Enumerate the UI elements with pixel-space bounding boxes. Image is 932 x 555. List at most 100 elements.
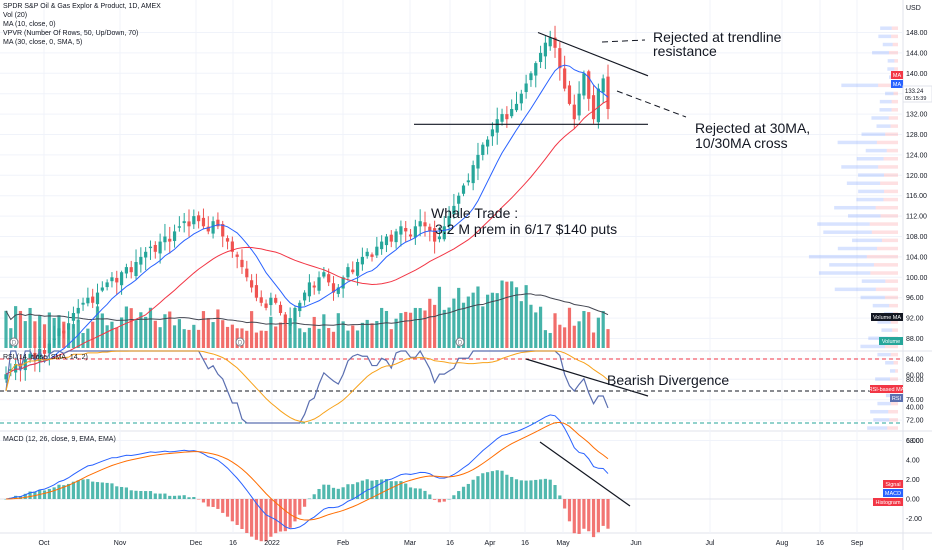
price-tick: 84.00 [906, 356, 924, 363]
candle-body [587, 71, 590, 99]
volume-bar [592, 333, 595, 348]
vpvr-bar-up [841, 165, 878, 169]
candle-body [53, 339, 56, 340]
histogram-badge: Histogram [875, 500, 900, 506]
macd-histogram-bar [279, 499, 282, 532]
volume-bar [342, 321, 345, 348]
macd-histogram-bar [96, 482, 99, 499]
macd-histogram-bar [462, 487, 465, 499]
macd-histogram-bar [226, 499, 229, 517]
vpvr-bar-down [876, 288, 898, 292]
price-tick: 100.00 [906, 275, 928, 282]
macd-histogram-bar [525, 481, 528, 499]
candle-body [549, 38, 552, 47]
macd-histogram-bar [183, 495, 186, 499]
volume-bar [356, 330, 359, 348]
volume-bar [197, 330, 200, 348]
macd-histogram-bar [539, 479, 542, 499]
vpvr-bar-up [880, 26, 892, 30]
volume-bar [467, 297, 470, 348]
macd-histogram-bar [414, 488, 417, 499]
candle-body [510, 109, 513, 116]
macd-histogram-bar [163, 494, 166, 499]
vpvr-bar-up [870, 410, 888, 414]
macd-histogram-bar [443, 499, 446, 502]
macd-histogram-bar [553, 485, 556, 499]
macd-histogram-bar [106, 483, 109, 499]
volume-bar [370, 323, 373, 348]
volume-bar [505, 282, 508, 348]
indicator-ma10: MA (10, close, 0) [3, 20, 161, 29]
candle-body [110, 277, 113, 281]
time-tick: Aug [776, 540, 789, 547]
volume-bar [298, 328, 301, 348]
candle-body [419, 221, 422, 226]
candle-body [149, 247, 152, 248]
volume-bar [178, 319, 181, 348]
macd-histogram-bar [250, 499, 253, 537]
macd-histogram-bar [447, 499, 450, 500]
vpvr-bar-down [888, 410, 898, 414]
candle-body [120, 272, 123, 285]
whale-note: 3.2 M prem in 6/17 $140 puts [435, 221, 617, 237]
vpvr-bar-down [877, 141, 898, 145]
volume-bar [327, 328, 330, 348]
volume-bar [549, 333, 552, 348]
candle-body [293, 308, 296, 321]
candle-body [414, 226, 417, 237]
vpvr-bar-up [860, 345, 884, 349]
macd-histogram-bar [370, 481, 373, 499]
vpvr-bar-up [877, 402, 890, 406]
vpvr-bar-up [877, 124, 891, 128]
trendline-note: resistance [653, 43, 717, 59]
macd-histogram-bar [192, 497, 195, 499]
volume-bar [520, 301, 523, 348]
macd-histogram-bar [385, 479, 388, 499]
macd-histogram-bar [520, 480, 523, 499]
volume-bar [221, 320, 224, 348]
macd-histogram-bar [168, 496, 171, 499]
volume-bar [226, 327, 229, 348]
vpvr-bar-up [887, 67, 894, 71]
macd-histogram-bar [457, 491, 460, 499]
macd-histogram-bar [101, 482, 104, 499]
price-tick: 124.00 [906, 152, 928, 159]
candle-body [606, 77, 609, 109]
macd-histogram-bar [390, 481, 393, 499]
volume-bar [399, 313, 402, 348]
candle-body [399, 226, 402, 234]
vpvr-bar-up [858, 173, 884, 177]
volume-bar [192, 325, 195, 348]
vpvr-bar-down [892, 328, 898, 332]
volume-bar [476, 286, 479, 348]
volume-bar [390, 329, 393, 348]
candle-body [582, 73, 585, 95]
candle-body [274, 298, 277, 303]
time-tick: Jul [706, 540, 715, 547]
volume-bar [4, 311, 7, 348]
vpvr-bar-down [887, 426, 898, 430]
volume-bar [19, 311, 22, 348]
dividend-marker-label: D [238, 341, 243, 347]
volume-bar [86, 329, 89, 348]
price-tick: 88.00 [906, 336, 924, 343]
vpvr-bar-down [878, 165, 898, 169]
volume-bar [573, 326, 576, 348]
macd-histogram-bar [91, 482, 94, 499]
vpvr-bar-up [823, 230, 872, 234]
time-tick: Feb [337, 540, 349, 547]
volume-bar [515, 287, 518, 348]
candle-body [134, 262, 137, 276]
macd-histogram-bar [346, 484, 349, 499]
vpvr-bar-down [872, 230, 898, 234]
price-tick: 108.00 [906, 234, 928, 241]
macd-histogram-bar [433, 499, 436, 500]
time-tick: 16 [816, 540, 824, 547]
macd-histogram-bar [409, 487, 412, 499]
time-tick: 2022 [264, 540, 280, 547]
volume-badge: Volume [882, 339, 900, 345]
volume-bar [279, 323, 282, 348]
volume-bar [582, 311, 585, 348]
candle-body [163, 237, 166, 243]
